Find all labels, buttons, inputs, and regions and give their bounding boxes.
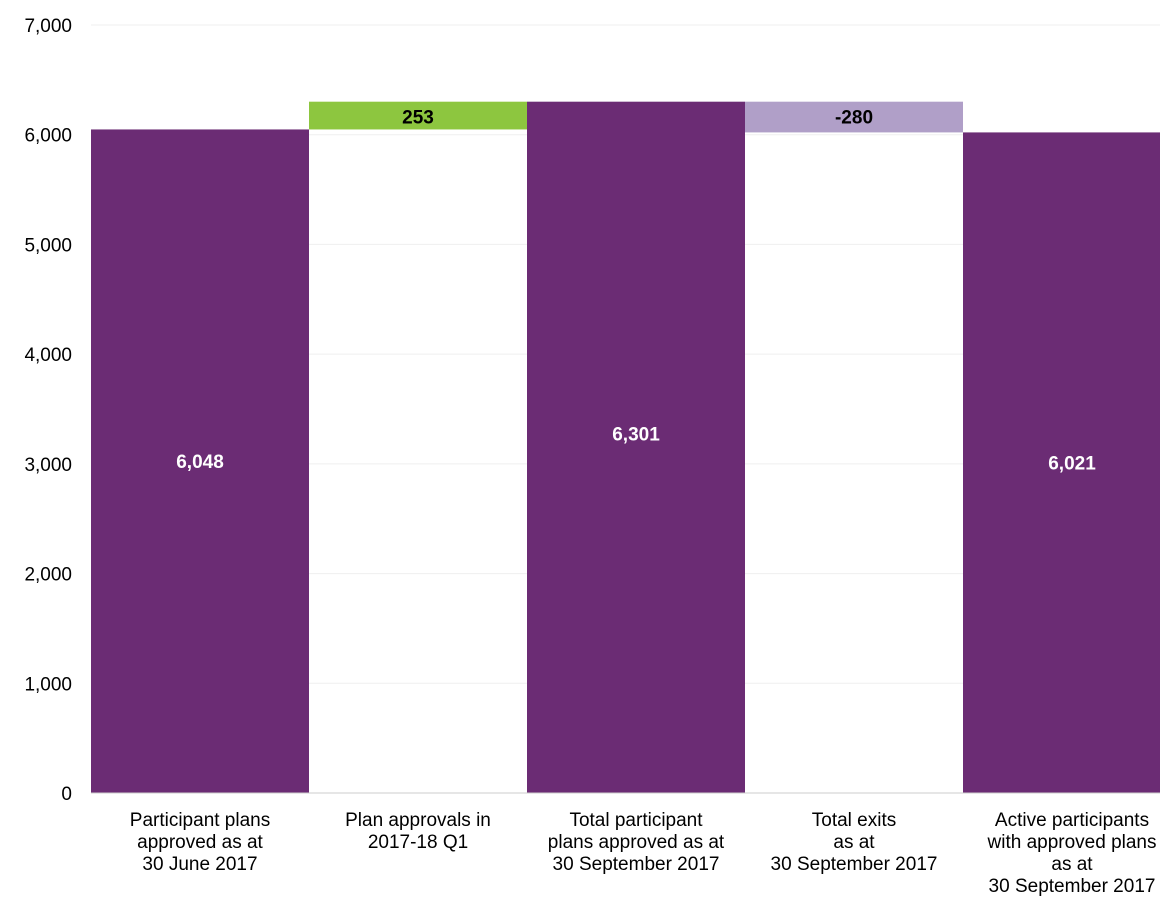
x-category-label-line: 30 September 2017 [771, 854, 938, 875]
x-category-label-line: Active participants [995, 810, 1149, 831]
x-category-label-line: with approved plans [987, 832, 1157, 853]
y-tick-label: 2,000 [24, 565, 72, 586]
x-category-label: Total exits as at 30 September 2017 [771, 810, 938, 875]
x-category-label-line: 30 September 2017 [989, 876, 1156, 897]
x-category-label: Participant plans approved as at 30 June 2… [130, 810, 270, 875]
data-label: 6,021 [1048, 454, 1096, 475]
x-category-label-line: Plan approvals in [345, 810, 491, 831]
x-category-label-line: Total participant [569, 810, 703, 831]
data-label: 253 [402, 108, 434, 129]
x-category-label-line: as at [833, 832, 875, 853]
x-category-label-line: Total exits [812, 810, 896, 831]
y-tick-label: 5,000 [24, 235, 72, 256]
bar-total [963, 132, 1160, 793]
x-category-label-line: 30 September 2017 [553, 854, 720, 875]
x-category-label-line: Participant plans [130, 810, 270, 831]
x-category-label-line: 2017-18 Q1 [368, 832, 468, 853]
x-category-label: Plan approvals in 2017-18 Q1 [345, 810, 491, 853]
y-tick-label: 0 [61, 784, 72, 805]
x-category-label-line: 30 June 2017 [142, 854, 257, 875]
y-tick-label: 3,000 [24, 455, 72, 476]
x-category-label: Active participants with approved plans as… [987, 810, 1157, 897]
x-category-label-line: as at [1051, 854, 1093, 875]
bar-total [527, 101, 745, 793]
data-label: 6,048 [176, 452, 224, 473]
x-category-label-line: approved as at [137, 832, 263, 853]
y-tick-label: 7,000 [24, 16, 72, 37]
x-category-label-line: plans approved as at [548, 832, 725, 853]
x-category-label: Total participant plans approved as at 30 … [548, 810, 725, 875]
bar-increase [309, 101, 527, 130]
bar-total [91, 129, 309, 793]
y-tick-label: 1,000 [24, 674, 72, 695]
y-tick-label: 4,000 [24, 345, 72, 366]
y-tick-label: 6,000 [24, 126, 72, 147]
data-label: 6,301 [612, 424, 660, 445]
bar-decrease [745, 101, 963, 133]
data-label: -280 [835, 108, 873, 129]
